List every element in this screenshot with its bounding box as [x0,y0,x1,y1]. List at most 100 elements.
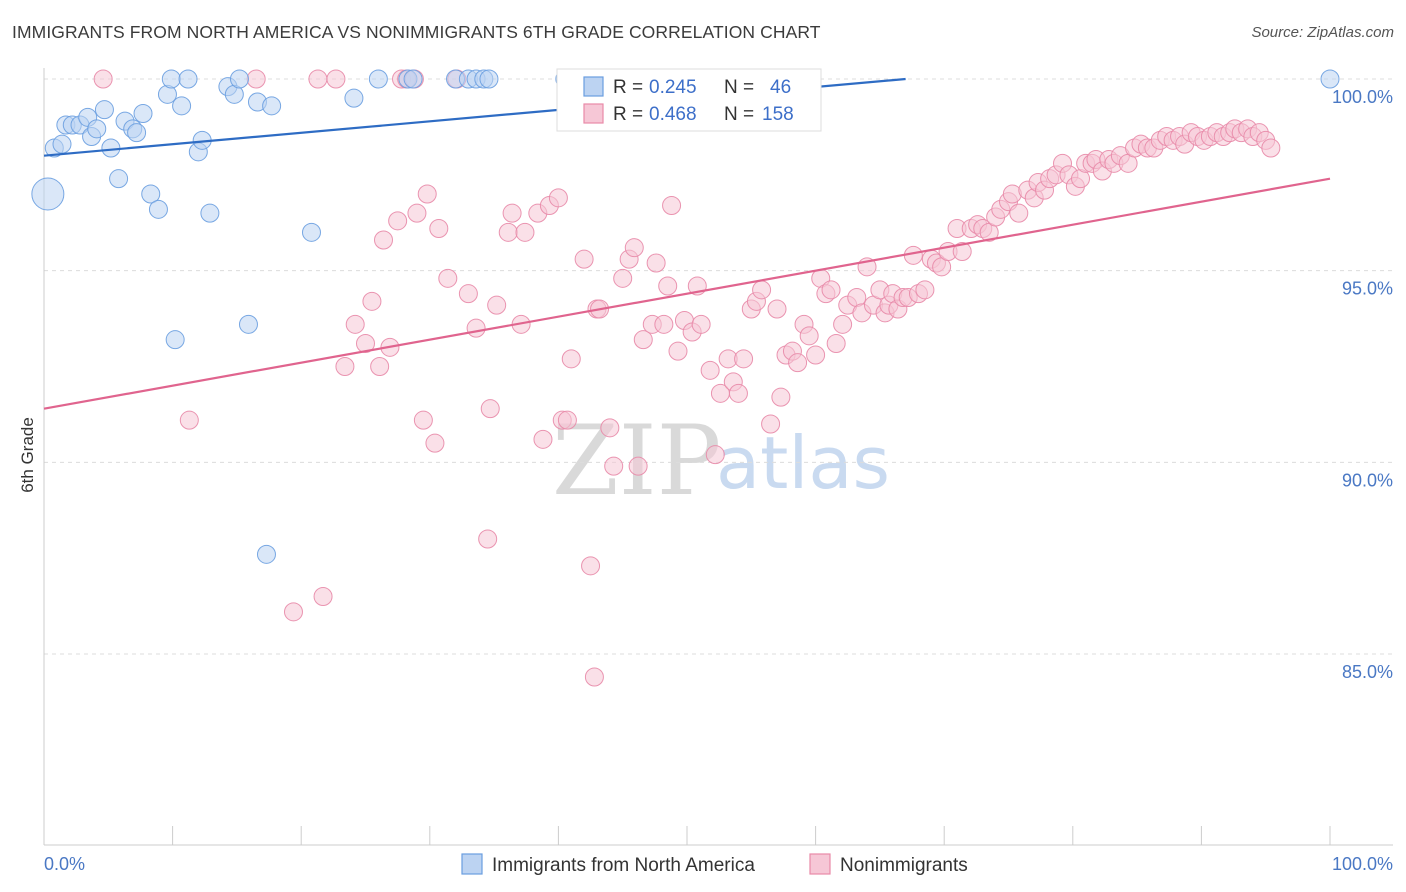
immigrants-point [229,69,249,89]
nonimmigrants-point [438,268,458,288]
y-tick-label: 90.0% [1342,470,1393,490]
nonimmigrants-point [374,230,394,250]
legend-n-value-1: 46 [770,77,791,98]
nonimmigrants-point [613,268,633,288]
nonimmigrants-point [821,280,841,300]
immigrants-point [1320,69,1340,89]
legend-r-label-2: R = [613,104,643,125]
nonimmigrants-point [179,410,199,430]
y-tick-label: 95.0% [1342,279,1393,299]
nonimmigrants-point [1009,203,1029,223]
stats-legend: R = 0.245 N = 46 R = 0.468 N = 158 [556,68,822,132]
nonimmigrants-point [407,203,427,223]
series-nonimmigrants-points [93,69,1281,687]
legend-r-label-1: R = [613,77,643,98]
immigrants-point [238,314,258,334]
nonimmigrants-point [557,410,577,430]
nonimmigrants-point [362,291,382,311]
x-tick-label-right: 100.0% [1332,854,1393,874]
immigrants-point [31,177,65,211]
nonimmigrants-point [498,222,518,242]
bottom-legend-label-immigrants: Immigrants from North America [492,855,755,876]
immigrants-point [109,169,129,189]
nonimmigrants-point [581,556,601,576]
y-tick-label: 85.0% [1342,662,1393,682]
nonimmigrants-point [429,219,449,238]
nonimmigrants-point [600,418,620,438]
nonimmigrants-point [93,69,113,89]
immigrants-point [301,222,321,242]
nonimmigrants-point [646,253,666,273]
immigrants-point [141,184,161,204]
y-axis-label: 6th Grade [18,417,37,493]
immigrants-point [52,134,72,154]
nonimmigrants-point [826,334,846,353]
nonimmigrants-point [806,345,826,365]
nonimmigrants-point [633,330,653,350]
nonimmigrants-point [326,69,346,89]
immigrants-point [161,69,181,89]
nonimmigrants-point [502,203,522,223]
immigrants-point [262,96,282,116]
watermark: ZIP atlas [552,405,890,517]
nonimmigrants-point [574,249,594,269]
nonimmigrants-point [915,280,935,300]
nonimmigrants-point [691,314,711,334]
immigrants-point [344,88,364,108]
bottom-legend-swatch-immigrants [461,853,483,875]
nonimmigrants-point [283,602,303,622]
nonimmigrants-point [370,357,390,376]
immigrants-point [403,69,423,89]
immigrants-point [368,69,388,89]
immigrants-point [87,119,107,139]
nonimmigrants-point [833,314,853,334]
bottom-legend-swatch-nonimmigrants [809,853,831,875]
immigrants-point [127,123,147,143]
nonimmigrants-point [246,69,266,89]
nonimmigrants-point [425,433,445,453]
immigrants-point [172,96,192,116]
nonimmigrants-point [533,429,553,449]
nonimmigrants-point [466,318,486,338]
legend-n-value-2: 158 [762,104,794,125]
y-tick-label: 100.0% [1332,87,1393,107]
legend-n-label-1: N = [724,77,754,98]
immigrants-point [101,138,121,158]
immigrants-point [178,69,198,89]
nonimmigrants-point [604,456,624,476]
series-immigrants-points [31,69,1340,564]
nonimmigrants-point [761,414,781,434]
nonimmigrants-point [487,295,507,315]
nonimmigrants-point [658,276,678,296]
nonimmigrants-point [705,445,725,465]
bottom-legend: Immigrants from North America Nonimmigra… [461,853,968,876]
legend-r-value-1: 0.245 [649,77,697,98]
immigrants-point [133,104,153,123]
nonimmigrants-point [734,349,754,369]
nonimmigrants-point [584,667,604,687]
nonimmigrants-point [767,299,787,319]
nonimmigrants-point [480,399,500,419]
nonimmigrants-point [624,238,644,258]
nonimmigrants-point [788,353,808,373]
nonimmigrants-point [952,242,972,261]
bottom-legend-label-nonimmigrants: Nonimmigrants [840,855,968,876]
source-label: Source: ZipAtlas.com [1251,24,1394,41]
immigrants-point [165,330,185,350]
trendline-nonimmigrants [43,177,1331,410]
nonimmigrants-point [752,280,772,300]
immigrants-point [148,199,168,219]
nonimmigrants-point [628,456,648,476]
nonimmigrants-point [417,184,437,204]
nonimmigrants-point [313,587,333,606]
nonimmigrants-point [700,360,720,380]
nonimmigrants-point [561,349,581,369]
legend-n-label-2: N = [724,104,754,125]
legend-r-value-2: 0.468 [649,104,697,125]
nonimmigrants-point [335,357,355,376]
y-tick-labels: 100.0% 95.0% 90.0% 85.0% [1332,87,1393,682]
nonimmigrants-point [478,529,498,549]
nonimmigrants-point [308,69,328,89]
nonimmigrants-point [728,383,748,403]
